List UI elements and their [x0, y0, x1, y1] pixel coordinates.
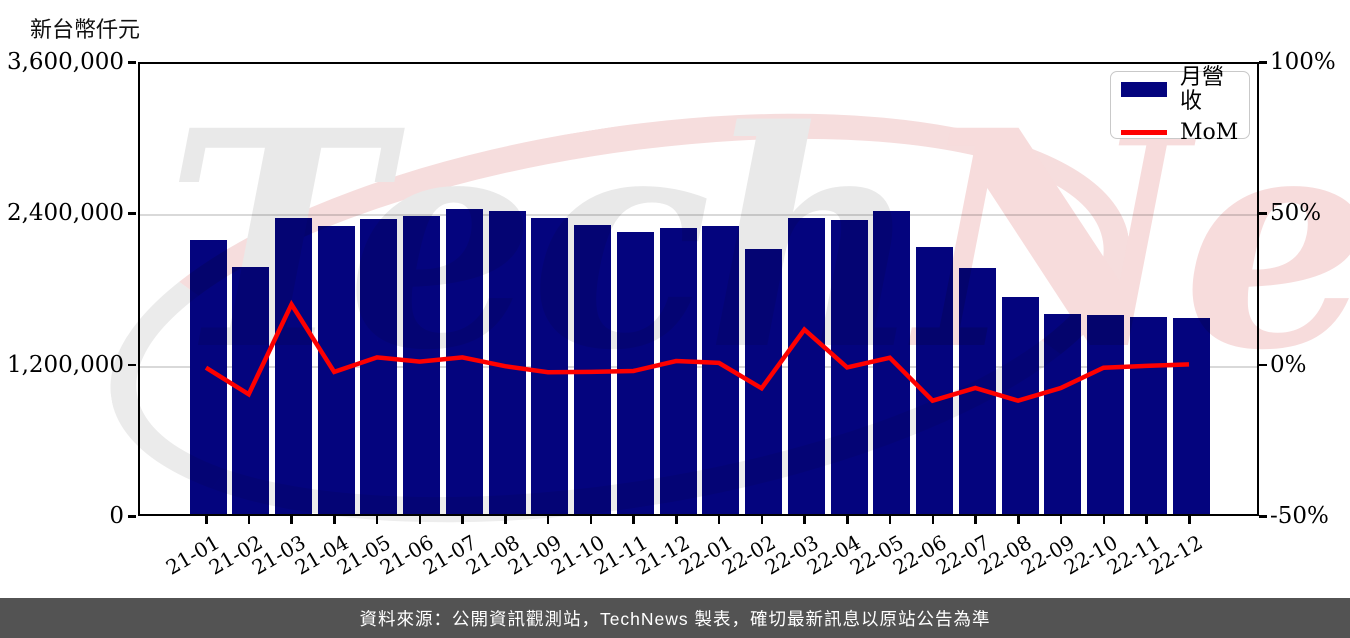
- revenue-bar-22-03: [787, 218, 825, 514]
- x-axis-tick: [333, 516, 336, 524]
- revenue-swatch-icon: [1121, 82, 1167, 97]
- gridline: [140, 214, 1257, 217]
- left-axis-tick-label: 1,200,000: [6, 351, 124, 378]
- x-axis-tick: [931, 516, 935, 524]
- x-axis-tick: [974, 516, 977, 524]
- mom-line: [204, 299, 1190, 404]
- revenue-bar-21-06: [403, 216, 441, 514]
- revenue-bar-22-09: [1044, 313, 1082, 514]
- left-axis-tick-label: 2,400,000: [6, 200, 124, 227]
- x-axis-tick: [205, 516, 208, 524]
- right-axis-tick-label: 100%: [1270, 49, 1336, 75]
- revenue-bar-22-10: [1087, 314, 1125, 514]
- mom-polyline: [204, 299, 1190, 404]
- x-axis-tick: [247, 516, 251, 524]
- x-axis-tick: [1059, 516, 1063, 524]
- legend-item-mom: MoM: [1121, 119, 1239, 145]
- legend: 月營收 MoM: [1110, 65, 1250, 144]
- mom-swatch-icon: [1121, 130, 1167, 135]
- x-axis-tick: [1017, 516, 1020, 524]
- x-axis-tick: [504, 516, 507, 524]
- left-axis-tick: [128, 212, 136, 215]
- revenue-bar-21-12: [659, 228, 697, 514]
- gridline: [140, 365, 1257, 368]
- x-axis-tick: [803, 516, 806, 524]
- left-axis-tick: [128, 61, 136, 64]
- x-axis-tick: [418, 516, 422, 524]
- revenue-bar-22-06: [916, 247, 954, 514]
- x-axis-tick: [290, 516, 293, 524]
- right-axis-tick-label: 0%: [1270, 351, 1307, 378]
- x-axis-tick: [546, 516, 550, 524]
- revenue-bar-22-11: [1129, 316, 1167, 514]
- right-axis-tick-label: 50%: [1270, 200, 1322, 227]
- x-axis-tick: [760, 516, 764, 524]
- source-footer-text: 資料來源：公開資訊觀測站，TechNews 製表，確切最新訊息以原站公告為準: [359, 608, 991, 629]
- x-axis-tick: [461, 516, 464, 524]
- left-axis-tick-label: 0: [109, 503, 124, 529]
- x-axis-tick: [1102, 516, 1106, 524]
- right-axis-tick: [1259, 515, 1267, 518]
- revenue-bar-21-09: [531, 218, 569, 514]
- right-axis-tick-label: -50%: [1270, 503, 1329, 529]
- x-axis-tick: [632, 516, 635, 524]
- revenue-bar-22-12: [1172, 318, 1210, 514]
- left-axis-tick-label: 3,600,000: [6, 49, 124, 75]
- x-axis-tick: [675, 516, 678, 524]
- source-footer: 資料來源：公開資訊觀測站，TechNews 製表，確切最新訊息以原站公告為準: [0, 598, 1350, 638]
- x-axis-labels: 21-01 21-02 21-03 21-04 21-05 21-06 21-07 21-08…: [138, 524, 1259, 604]
- x-axis-tick: [717, 516, 721, 524]
- x-axis-tick: [1188, 516, 1191, 524]
- plot-area: [138, 62, 1259, 516]
- revenue-bar-21-03: [274, 218, 312, 514]
- left-axis-tick: [128, 515, 136, 518]
- revenue-bar-22-08: [1001, 296, 1039, 514]
- right-axis-tick: [1259, 212, 1267, 215]
- x-axis-tick: [846, 516, 849, 524]
- left-axis-tick: [128, 363, 136, 367]
- x-axis-tick: [375, 516, 379, 524]
- x-axis-tick: [1145, 516, 1148, 524]
- right-axis-tick: [1259, 61, 1267, 64]
- right-axis-tick: [1259, 363, 1267, 367]
- legend-item-revenue: 月營收: [1121, 64, 1239, 114]
- legend-revenue-label: 月營收: [1180, 64, 1225, 114]
- revenue-bar-21-05: [360, 219, 398, 514]
- y-axis-unit-label: 新台幣仟元: [30, 18, 141, 43]
- x-axis-tick: [888, 516, 892, 524]
- legend-mom-label: MoM: [1180, 119, 1239, 145]
- x-axis-tick: [589, 516, 593, 524]
